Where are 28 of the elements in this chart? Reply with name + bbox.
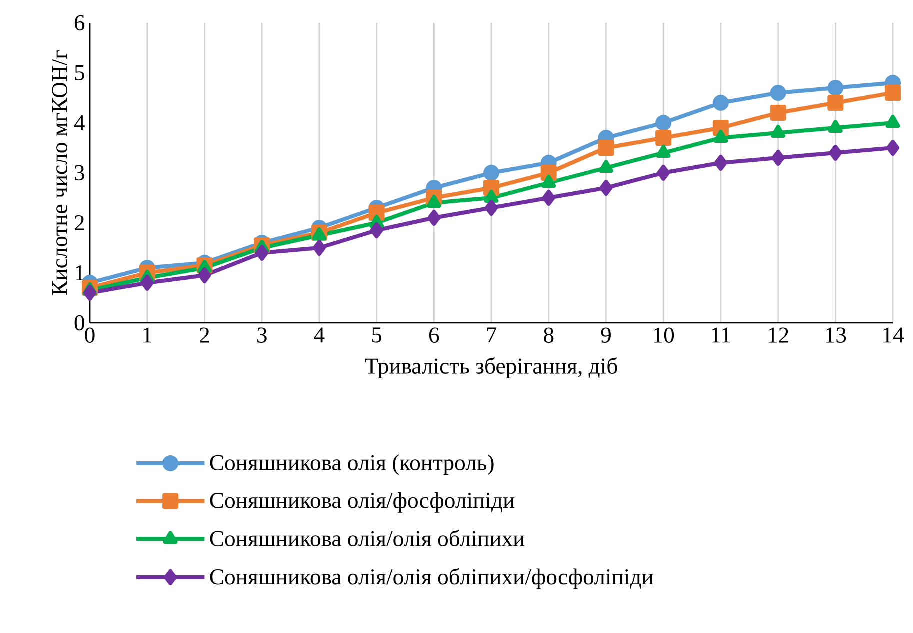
x-tick-label: 1: [144, 328, 152, 343]
x-tick-label: 13: [826, 328, 846, 343]
y-tick-label: 5: [75, 65, 84, 81]
y-tick-label: 0: [74, 315, 84, 331]
x-tick-label: 10: [654, 328, 674, 344]
x-tick-label: 11: [712, 328, 730, 343]
x-tick-label: 0: [85, 328, 95, 344]
y-tick-label: 1: [76, 266, 84, 280]
x-tick-label: 8: [544, 328, 554, 344]
x-tick-label: 6: [429, 328, 440, 343]
x-tick-label: 4: [314, 328, 325, 343]
legend-label: Соняшникова олія/фосфоліпіди: [210, 492, 515, 513]
x-tick-label: 3: [257, 328, 267, 343]
x-tick-label: 5: [372, 328, 382, 343]
y-tick-label: 4: [74, 116, 85, 130]
x-tick-label: 9: [601, 328, 611, 343]
legend-label: Соняшникова олія/олія обліпихи: [210, 530, 525, 547]
y-tick-label: 6: [74, 15, 85, 31]
y-tick-label: 3: [75, 165, 84, 181]
x-tick-label: 7: [487, 328, 497, 343]
x-tick-label: 12: [768, 328, 788, 343]
y-axis-title: Кислотне число мгКОН/г: [52, 50, 68, 296]
legend-label: Соняшникова олія/олія обліпихи/фосфоліпіди: [210, 568, 654, 590]
y-tick-label: 2: [74, 215, 84, 231]
legend-label: Соняшникова олія (контроль): [210, 454, 494, 476]
x-tick-label: 2: [200, 328, 210, 343]
x-tick-label: 14: [884, 328, 904, 343]
x-axis-title: Тривалість зберігання, діб: [365, 357, 618, 379]
